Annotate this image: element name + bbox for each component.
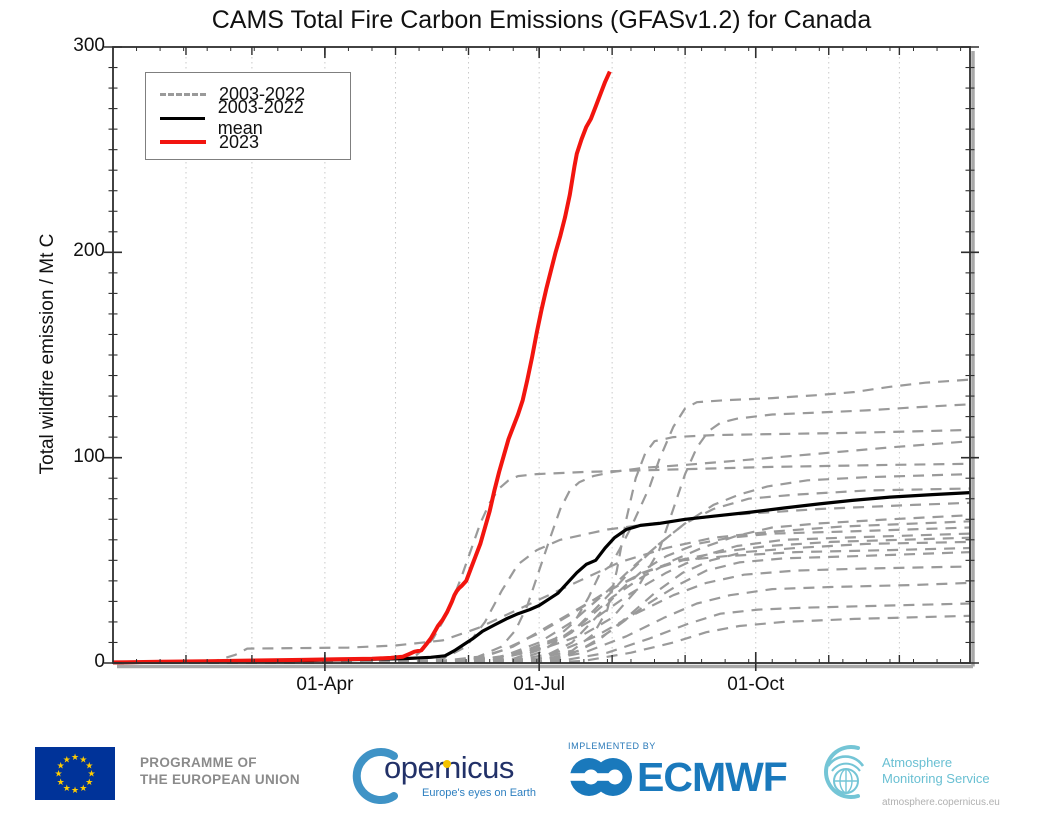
copernicus-tagline: Europe's eyes on Earth: [421, 787, 536, 799]
eu-flag-star: ★: [87, 769, 95, 779]
series-hist-5: [112, 462, 971, 665]
copernicus-swoosh-icon: [352, 748, 398, 804]
series-mean: [112, 491, 971, 665]
legend-swatch-solid-black: [160, 116, 205, 120]
eu-flag-field: [35, 747, 115, 800]
logo-footer: ★ ★ ★ ★ ★ ★ ★ ★ ★ ★ ★ ★ PROGRAMME OF THE EUROPEAN U…: [0, 735, 1049, 819]
series-hist-18: [112, 581, 971, 665]
series-hist-19: [112, 602, 971, 665]
eu-flag-logo: ★ ★★★★★★★★★★★: [35, 747, 115, 800]
eu-programme-text: PROGRAMME OF THE EUROPEAN UNION: [140, 754, 300, 788]
x-tick-label: 01-Apr: [296, 674, 354, 695]
series-hist-9: [112, 514, 971, 665]
chart-canvas: [104, 46, 979, 671]
y-tick-label: 0: [94, 651, 105, 672]
eu-text-line2: THE EUROPEAN UNION: [140, 772, 300, 787]
ecmwf-wordmark: ECMWF: [637, 754, 788, 800]
eu-flag-star: ★: [79, 783, 87, 793]
series-hist-2: [112, 403, 971, 665]
series-hist-7: [112, 487, 971, 665]
series-hist-20: [112, 614, 971, 665]
ams-url-text: atmosphere.copernicus.eu: [882, 797, 1000, 808]
series-hist-6: [112, 473, 971, 665]
copernicus-logo: opernicus Europe's eyes on Earth: [348, 737, 558, 815]
legend-label: 2023: [219, 131, 260, 152]
legend-item-hist: 2003-2022: [160, 82, 350, 106]
ams-text-line2: Monitoring Service: [882, 771, 990, 786]
copernicus-sun-dot-icon: [443, 760, 451, 768]
ams-globe-icon: [824, 745, 865, 799]
legend-item-mean: 2003-2022 mean: [160, 97, 350, 138]
implemented-by-text: IMPLEMENTED BY: [568, 741, 656, 751]
series-hist-17: [112, 565, 971, 665]
series-hist-8: [112, 501, 971, 665]
ams-text-line1: Atmosphere: [882, 755, 953, 770]
atmosphere-monitoring-service-logo: Atmosphere Monitoring Service atmosphere…: [816, 741, 1000, 808]
series-hist-1: [112, 378, 971, 665]
series-hist-10: [112, 520, 971, 665]
series-hist-14: [112, 540, 971, 665]
chart-legend: 2003-2022 2003-2022 mean 2023: [145, 72, 351, 160]
series-2023: [112, 70, 612, 665]
eu-flag-star: ★: [71, 785, 79, 795]
eu-text-line1: PROGRAMME OF: [140, 755, 257, 770]
eu-flag-star: ★: [57, 777, 65, 787]
y-axis-title-text: Total wildfire emission / Mt C: [37, 233, 58, 475]
eu-flag-star: ★: [79, 754, 87, 764]
x-tick-label: 01-Oct: [727, 674, 785, 695]
series-hist-3: [112, 428, 971, 665]
y-axis-title: Total wildfire emission / Mt C: [37, 144, 59, 564]
x-tick-label: 01-Jul: [513, 674, 566, 695]
ecmwf-rings-icon: [568, 758, 632, 796]
series-hist-4: [112, 440, 971, 665]
y-tick-label: 300: [73, 35, 105, 56]
legend-label: 2003-2022 mean: [217, 97, 304, 138]
series-hist-15: [112, 546, 971, 665]
eu-flag-star: ★: [71, 752, 79, 762]
y-tick-label: 200: [73, 240, 105, 262]
eu-flag-star: ★: [85, 777, 93, 787]
eu-flag-star: ★: [54, 769, 62, 779]
copernicus-wordmark: opernicus: [384, 750, 514, 785]
y-tick-label: 100: [73, 445, 105, 467]
eu-flag-star: ★: [57, 760, 65, 770]
legend-swatch-solid-red: [160, 140, 206, 144]
legend-item-2023: 2023: [160, 130, 350, 154]
legend-swatch-dashed-gray: [160, 92, 206, 96]
ecmwf-logo: IMPLEMENTED BY ECMWF: [568, 741, 788, 800]
eu-flag-star: ★: [63, 754, 71, 764]
legend-label: 2003-2022: [219, 83, 306, 104]
series-hist-13: [112, 536, 971, 665]
eu-flag-star: ★: [63, 783, 71, 793]
chart-title: CAMS Total Fire Carbon Emissions (GFASv1…: [211, 6, 872, 34]
series-hist-12: [112, 532, 971, 665]
eu-flag-star: ★: [85, 760, 93, 770]
